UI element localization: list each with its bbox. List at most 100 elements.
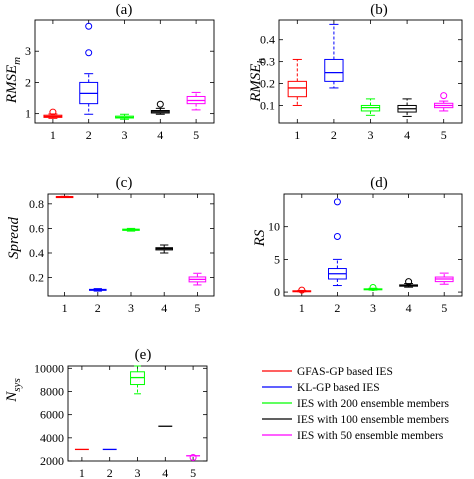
x-tick-label: 3 xyxy=(368,128,374,142)
panel-b-ylabel-sub: h xyxy=(255,58,267,64)
box-2 xyxy=(79,22,99,115)
panel-a-ylabel-sub: m xyxy=(11,57,23,65)
x-tick-label: 3 xyxy=(122,128,128,142)
x-tick-label: 3 xyxy=(135,466,141,479)
panel-d-plot: 0 5 10 1 2 3 4 5 xyxy=(268,193,463,315)
y-tick-label: 0.2 xyxy=(260,77,275,91)
box-1 xyxy=(55,195,74,199)
box-4 xyxy=(399,278,419,288)
y-tick-label: 1 xyxy=(25,107,31,121)
legend-item-2: IES with 200 ensemble members xyxy=(262,398,450,410)
x-tick-label: 2 xyxy=(334,301,340,315)
box-outlier xyxy=(440,92,448,100)
panel-e-plot: 2000 4000 6000 8000 10000 1 2 3 4 5 xyxy=(34,361,208,479)
x-tick-label: 4 xyxy=(406,301,412,315)
legend-item-1: KL-GP based IES xyxy=(262,382,380,394)
panel-c-plot: 0.2 0.4 0.6 0.8 1 2 3 4 5 xyxy=(29,193,215,315)
x-tick-label: 4 xyxy=(161,301,167,315)
x-tick-label: 2 xyxy=(331,128,337,142)
panel-a-title: (a) xyxy=(116,2,133,18)
box-1 xyxy=(287,58,307,106)
legend: GFAS-GP based IES KL-GP based IES IES wi… xyxy=(262,366,450,442)
axes-frame xyxy=(34,19,215,124)
x-tick-label: 1 xyxy=(50,128,56,142)
y-tick-label: 10 xyxy=(268,220,280,234)
legend-label-3: IES with 100 ensemble members xyxy=(297,414,450,426)
box-iqr xyxy=(287,80,307,98)
y-tick-label: 6000 xyxy=(40,408,64,422)
box-outlier xyxy=(189,454,197,462)
panel-e-ylabel: Nsys xyxy=(4,378,23,402)
panel-b-title: (b) xyxy=(370,2,388,18)
panel-b-ylabel: RMSEh xyxy=(248,58,267,103)
box-3 xyxy=(360,98,381,116)
panel-e-ylabel-main: N xyxy=(4,391,20,403)
box-2 xyxy=(89,288,107,292)
box-iqr xyxy=(324,58,344,82)
panel-a-ylabel-main: RMSE xyxy=(4,65,20,104)
y-tick-label: 0.2 xyxy=(29,271,44,285)
legend-item-4: IES with 50 ensemble members xyxy=(262,430,444,442)
box-outlier xyxy=(156,100,164,108)
box-5 xyxy=(434,92,454,112)
x-tick-label: 5 xyxy=(441,301,447,315)
y-tick-label: 8000 xyxy=(40,384,64,398)
box-5 xyxy=(188,272,207,286)
box-4 xyxy=(155,244,173,254)
legend-label-0: GFAS-GP based IES xyxy=(297,366,393,378)
y-tick-label: 0.6 xyxy=(29,221,44,235)
panel-c-ylabel: Spread xyxy=(6,217,22,259)
panel-d: (d) RS 0 5 10 1 2 3 4 5 xyxy=(252,175,463,315)
panel-c-ylabel-main: Spread xyxy=(6,217,22,259)
legend-label-1: KL-GP based IES xyxy=(297,382,380,394)
box-outlier xyxy=(333,233,341,240)
x-tick-label: 2 xyxy=(95,301,101,315)
box-3 xyxy=(122,227,140,232)
box-outlier xyxy=(369,284,377,291)
panel-e-ylabel-sub: sys xyxy=(11,378,23,391)
x-tick-label: 3 xyxy=(370,301,376,315)
y-tick-label: 3 xyxy=(25,44,31,58)
box-5 xyxy=(186,91,206,111)
box-outlier xyxy=(298,286,306,294)
y-tick-label: 0.4 xyxy=(29,246,44,260)
box-outlier xyxy=(405,278,413,286)
panel-c-title: (c) xyxy=(116,175,133,191)
box-1 xyxy=(43,108,63,119)
box-3 xyxy=(115,113,134,120)
panel-b: (b) RMSEh 0.1 0.2 0.3 0.4 1 2 3 4 5 xyxy=(248,2,463,142)
x-tick-label: 5 xyxy=(441,128,447,142)
box-4 xyxy=(150,100,170,115)
x-tick-label: 3 xyxy=(128,301,134,315)
svg-text:RMSEm: RMSEm xyxy=(4,57,23,104)
panel-e-title: (e) xyxy=(135,347,152,363)
axes-frame xyxy=(67,365,208,462)
y-tick-label: 0.8 xyxy=(29,197,44,211)
x-tick-label: 2 xyxy=(86,128,92,142)
box-outlier xyxy=(333,198,341,206)
y-tick-label: 4000 xyxy=(40,431,64,445)
x-tick-label: 1 xyxy=(299,301,305,315)
box-3 xyxy=(130,365,145,395)
panel-b-plot: 0.1 0.2 0.3 0.4 1 2 3 4 5 xyxy=(260,19,463,142)
box-2 xyxy=(328,198,347,287)
panel-c: (c) Spread 0.2 0.4 0.6 0.8 1 2 3 4 5 xyxy=(6,175,215,315)
box-outlier xyxy=(49,108,57,116)
panel-d-title: (d) xyxy=(370,175,388,191)
legend-label-4: IES with 50 ensemble members xyxy=(297,430,444,442)
y-tick-label: 0.4 xyxy=(260,33,275,47)
svg-text:RS: RS xyxy=(252,229,268,247)
x-tick-label: 5 xyxy=(194,301,200,315)
box-4 xyxy=(397,98,417,117)
box-2 xyxy=(324,23,344,89)
panel-a-plot: 1 2 3 1 2 3 4 5 xyxy=(25,19,215,142)
x-tick-label: 4 xyxy=(162,466,168,479)
legend-label-2: IES with 200 ensemble members xyxy=(297,398,450,410)
y-tick-label: 5 xyxy=(274,252,280,266)
svg-text:RMSEh: RMSEh xyxy=(248,58,267,103)
y-tick-label: 2 xyxy=(25,75,31,89)
y-tick-label: 10000 xyxy=(34,361,64,375)
svg-text:Nsys: Nsys xyxy=(4,378,23,402)
panel-d-ylabel-main: RS xyxy=(252,229,268,247)
x-tick-label: 5 xyxy=(190,466,196,479)
